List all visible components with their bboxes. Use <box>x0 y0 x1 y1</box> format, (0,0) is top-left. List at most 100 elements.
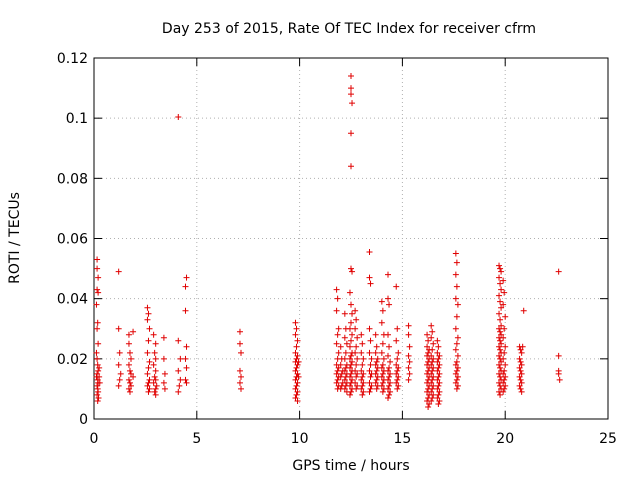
data-point <box>406 343 413 350</box>
data-point <box>360 379 367 386</box>
data-point <box>394 355 401 362</box>
data-point <box>430 340 437 347</box>
data-point <box>454 373 461 380</box>
data-point <box>395 373 402 380</box>
data-point <box>555 370 562 377</box>
data-point <box>353 385 360 392</box>
data-point <box>144 382 151 389</box>
data-point <box>373 358 380 365</box>
data-point <box>150 331 157 338</box>
data-point <box>378 298 385 305</box>
data-point <box>425 403 432 410</box>
data-point <box>338 370 345 377</box>
data-point <box>366 249 373 256</box>
data-point <box>454 364 461 371</box>
data-point <box>359 391 366 398</box>
data-point <box>497 280 504 287</box>
data-point <box>497 382 504 389</box>
data-point <box>501 385 508 392</box>
data-point <box>435 391 442 398</box>
y-tick-label: 0.02 <box>57 352 88 368</box>
data-point <box>354 355 361 362</box>
y-tick-label: 0 <box>79 412 88 428</box>
data-point <box>498 340 505 347</box>
data-point <box>152 355 159 362</box>
data-point <box>497 373 504 380</box>
data-point <box>295 373 302 380</box>
data-point <box>380 355 387 362</box>
x-tick-label: 10 <box>291 431 309 447</box>
data-point <box>426 400 433 407</box>
data-point <box>518 349 525 356</box>
data-point <box>292 349 299 356</box>
data-point <box>430 364 437 371</box>
data-point <box>424 331 431 338</box>
data-point <box>341 355 348 362</box>
data-point <box>405 364 412 371</box>
data-point <box>144 349 151 356</box>
data-point <box>434 358 441 365</box>
data-point <box>183 364 190 371</box>
data-point <box>496 262 503 269</box>
data-point <box>346 289 353 296</box>
data-point <box>346 391 353 398</box>
data-point <box>501 376 508 383</box>
grid-lines <box>94 58 608 419</box>
data-point <box>146 385 153 392</box>
data-point <box>94 397 101 404</box>
data-point <box>126 379 133 386</box>
data-point <box>497 265 504 272</box>
data-point <box>152 391 159 398</box>
data-point <box>161 370 168 377</box>
data-point <box>93 301 100 308</box>
data-point <box>95 340 102 347</box>
data-point <box>428 388 435 395</box>
data-point <box>430 391 437 398</box>
data-point <box>367 361 374 368</box>
data-point <box>294 361 301 368</box>
data-point <box>454 382 461 389</box>
data-point <box>116 349 123 356</box>
data-point <box>496 274 503 281</box>
data-point <box>497 298 504 305</box>
data-point <box>348 85 354 92</box>
data-point <box>294 379 301 386</box>
data-point <box>95 367 102 374</box>
data-point <box>146 376 153 383</box>
data-point <box>501 349 508 356</box>
x-axis-label: GPS time / hours <box>292 458 409 474</box>
data-point <box>348 130 354 137</box>
data-point <box>428 334 435 341</box>
data-point <box>496 361 503 368</box>
data-point <box>517 385 524 392</box>
data-point <box>436 352 443 359</box>
x-tick-label: 0 <box>90 431 99 447</box>
data-point <box>358 349 365 356</box>
data-point <box>378 319 385 326</box>
data-point <box>518 379 525 386</box>
data-point <box>500 334 507 341</box>
data-point <box>516 373 523 380</box>
data-point <box>152 376 159 383</box>
data-point <box>125 340 132 347</box>
data-point <box>435 373 442 380</box>
data-point <box>367 280 374 287</box>
data-point <box>394 376 401 383</box>
data-point <box>496 292 503 299</box>
y-axis-label: ROTI / TECUs <box>7 192 23 284</box>
data-point <box>346 364 353 371</box>
data-point <box>348 352 354 359</box>
data-point <box>125 361 132 368</box>
data-point <box>500 388 507 395</box>
data-point <box>348 370 354 377</box>
data-point <box>354 382 361 389</box>
data-point <box>335 349 342 356</box>
x-tick-label: 25 <box>599 431 617 447</box>
data-point <box>342 349 349 356</box>
data-point <box>498 286 505 293</box>
data-point <box>94 370 101 377</box>
data-point <box>94 256 101 263</box>
data-point <box>341 367 348 374</box>
data-point <box>125 376 132 383</box>
data-point <box>333 370 340 377</box>
